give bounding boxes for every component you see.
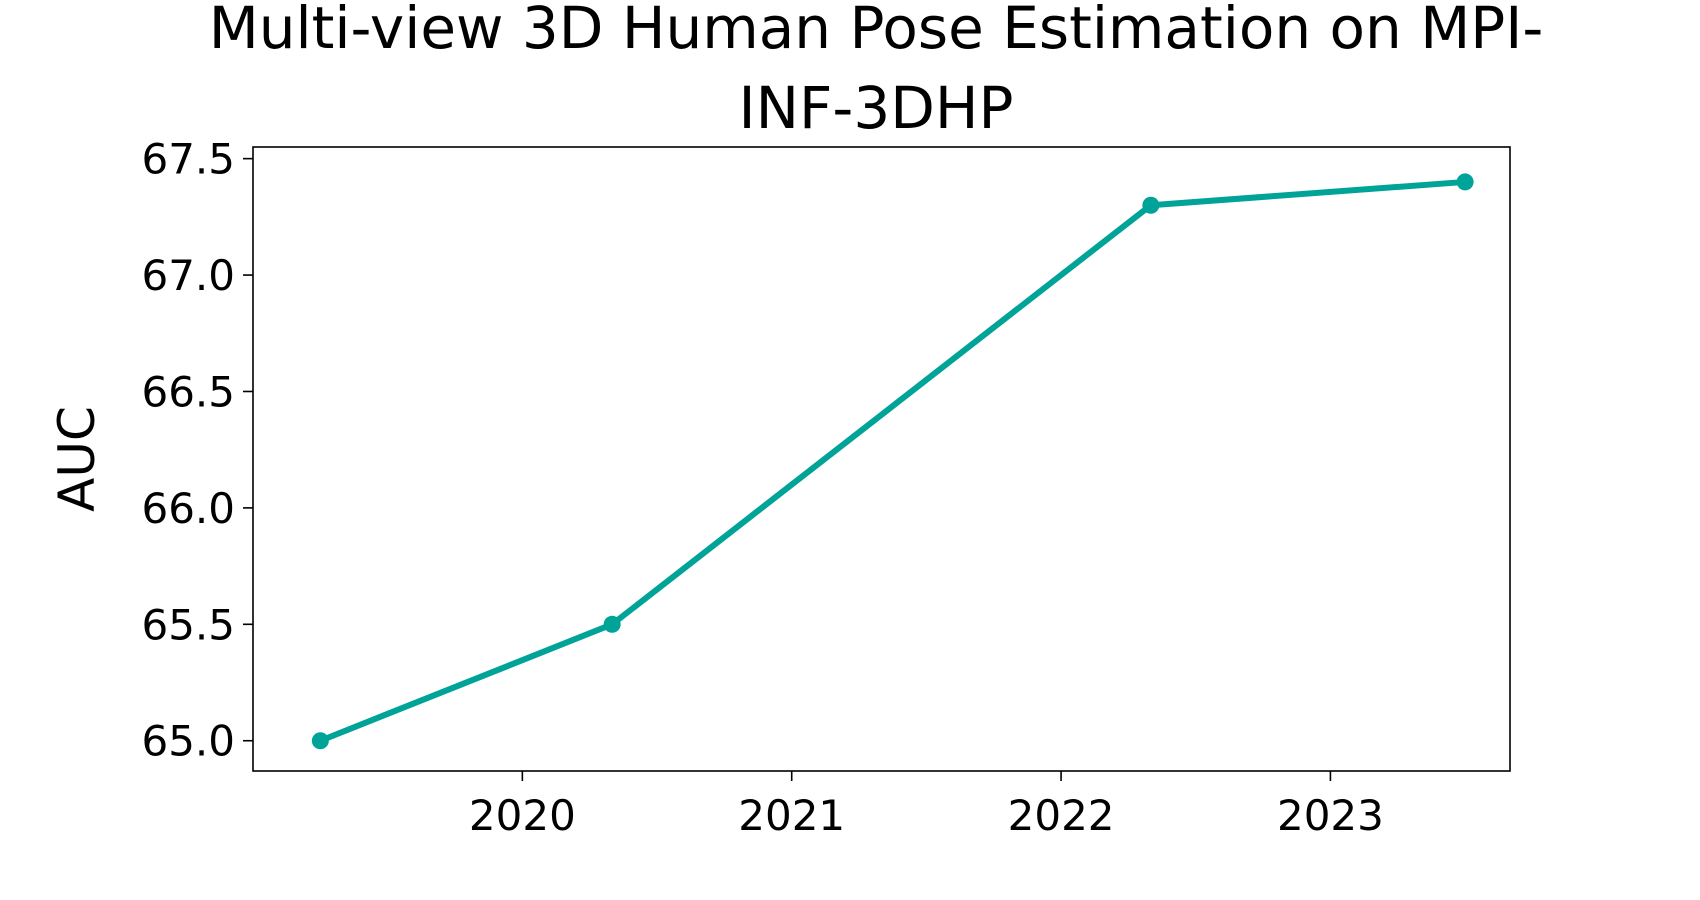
plot-area: [252, 146, 1511, 772]
y-tick-label: 67.5: [141, 135, 235, 184]
x-axis: 2020 2021 2022 2023: [469, 771, 1384, 840]
chart-title: Multi-view 3D Human Pose Estimation on M…: [209, 0, 1544, 142]
y-tick-label: 65.5: [141, 600, 235, 649]
y-tick-label: 66.0: [141, 484, 235, 533]
y-axis: 65.0 65.5 66.0 66.5 67.0 67.5: [141, 135, 253, 766]
x-tick-label: 2021: [738, 791, 845, 840]
y-tick-label: 66.5: [141, 367, 235, 416]
series-line: [317, 178, 1469, 744]
y-tick-label: 67.0: [141, 251, 235, 300]
chart-title-line-2: INF-3DHP: [739, 74, 1014, 142]
chart-title-line-1: Multi-view 3D Human Pose Estimation on M…: [209, 0, 1544, 62]
y-axis-label: AUC: [48, 406, 106, 512]
x-tick-label: 2020: [469, 791, 576, 840]
data-point: [1456, 173, 1474, 191]
x-tick-label: 2022: [1008, 791, 1115, 840]
data-point: [1142, 196, 1160, 214]
data-point: [311, 732, 329, 750]
data-point: [603, 615, 621, 633]
series-layer: [311, 173, 1474, 750]
y-tick-label: 65.0: [141, 717, 235, 766]
x-tick-label: 2023: [1277, 791, 1384, 840]
